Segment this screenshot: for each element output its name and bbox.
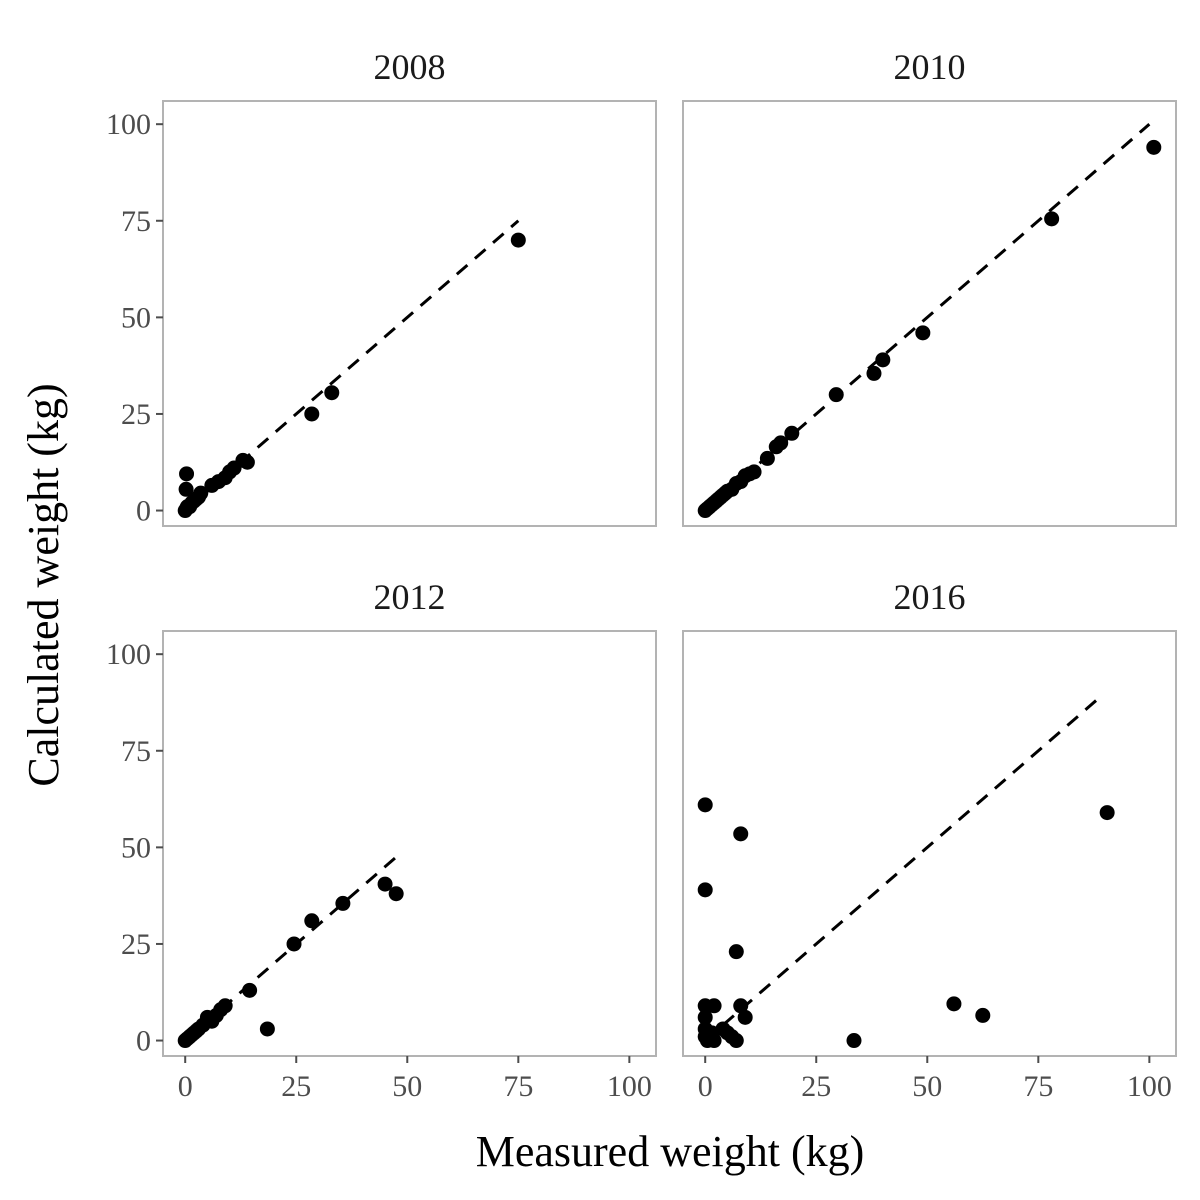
facet-title: 2012 bbox=[374, 577, 446, 617]
data-point bbox=[946, 996, 962, 1012]
data-point bbox=[1146, 139, 1162, 155]
x-tick-label: 25 bbox=[801, 1070, 831, 1103]
data-points bbox=[697, 797, 1115, 1049]
y-tick-label: 75 bbox=[121, 735, 151, 768]
facet-panel-2012: 2012 bbox=[162, 577, 657, 1057]
data-point bbox=[866, 365, 882, 381]
data-point bbox=[193, 485, 209, 501]
data-point bbox=[304, 406, 320, 422]
y-tick-label: 25 bbox=[121, 928, 151, 961]
data-point bbox=[728, 1033, 744, 1049]
x-axis-ticks: 0 25 50 75 100 0 25 50 75 100 bbox=[178, 1056, 1172, 1103]
data-point bbox=[733, 998, 749, 1014]
data-point bbox=[706, 1033, 722, 1049]
y-axis-title: Calculated weight (kg) bbox=[19, 383, 68, 786]
panel-border bbox=[162, 630, 657, 1057]
x-tick-label: 100 bbox=[1127, 1070, 1172, 1103]
y-tick-label: 100 bbox=[106, 108, 151, 141]
data-point bbox=[1099, 805, 1115, 821]
data-point bbox=[733, 826, 749, 842]
facet-panel-2016: 2016 bbox=[682, 577, 1177, 1057]
x-tick-label: 75 bbox=[1023, 1070, 1053, 1103]
x-tick-label: 100 bbox=[607, 1070, 652, 1103]
data-point bbox=[697, 1009, 713, 1025]
y-tick-label: 0 bbox=[136, 495, 151, 528]
data-points bbox=[697, 139, 1162, 519]
data-point bbox=[388, 886, 404, 902]
facet-title: 2008 bbox=[374, 47, 446, 87]
x-tick-label: 25 bbox=[281, 1070, 311, 1103]
y-tick-label: 25 bbox=[121, 398, 151, 431]
panel-border bbox=[682, 630, 1177, 1057]
data-point bbox=[697, 882, 713, 898]
data-point bbox=[286, 936, 302, 952]
facet-panel-2010: 2010 bbox=[682, 47, 1177, 527]
data-point bbox=[242, 982, 258, 998]
x-tick-label: 50 bbox=[392, 1070, 422, 1103]
data-point bbox=[179, 466, 195, 482]
data-point bbox=[217, 998, 233, 1014]
data-point bbox=[846, 1033, 862, 1049]
data-point bbox=[784, 425, 800, 441]
data-point bbox=[737, 1009, 753, 1025]
data-point bbox=[697, 797, 713, 813]
data-point bbox=[259, 1021, 275, 1037]
data-point bbox=[324, 385, 340, 401]
data-point bbox=[1044, 211, 1060, 227]
data-point bbox=[975, 1007, 991, 1023]
data-point bbox=[239, 454, 255, 470]
data-point bbox=[875, 352, 891, 368]
data-points bbox=[177, 876, 404, 1049]
data-points bbox=[177, 232, 526, 519]
y-tick-label: 50 bbox=[121, 301, 151, 334]
x-tick-label: 0 bbox=[178, 1070, 193, 1103]
data-point bbox=[335, 895, 351, 911]
x-tick-label: 75 bbox=[503, 1070, 533, 1103]
data-point bbox=[706, 998, 722, 1014]
facet-title: 2010 bbox=[894, 47, 966, 87]
one-to-one-reference-line bbox=[704, 699, 1098, 1042]
y-tick-label: 0 bbox=[136, 1025, 151, 1058]
data-point bbox=[377, 876, 393, 892]
data-point bbox=[746, 464, 762, 480]
x-axis-title: Measured weight (kg) bbox=[476, 1127, 865, 1176]
panel-border bbox=[682, 100, 1177, 527]
y-tick-label: 75 bbox=[121, 205, 151, 238]
data-point bbox=[178, 481, 194, 497]
facet-panels: 2008 2010 2012 2016 bbox=[162, 47, 1177, 1057]
y-axis-ticks: 0 25 50 75 100 0 25 50 75 100 bbox=[106, 108, 163, 1058]
panel-border bbox=[162, 100, 657, 527]
x-tick-label: 50 bbox=[912, 1070, 942, 1103]
data-point bbox=[510, 232, 526, 248]
data-point bbox=[915, 325, 931, 341]
y-tick-label: 50 bbox=[121, 831, 151, 864]
data-point bbox=[773, 435, 789, 451]
facet-title: 2016 bbox=[894, 577, 966, 617]
data-point bbox=[304, 913, 320, 929]
x-tick-label: 0 bbox=[698, 1070, 713, 1103]
data-point bbox=[728, 944, 744, 960]
facet-panel-2008: 2008 bbox=[162, 47, 657, 527]
data-point bbox=[759, 450, 775, 466]
y-tick-label: 100 bbox=[106, 638, 151, 671]
data-point bbox=[828, 387, 844, 403]
